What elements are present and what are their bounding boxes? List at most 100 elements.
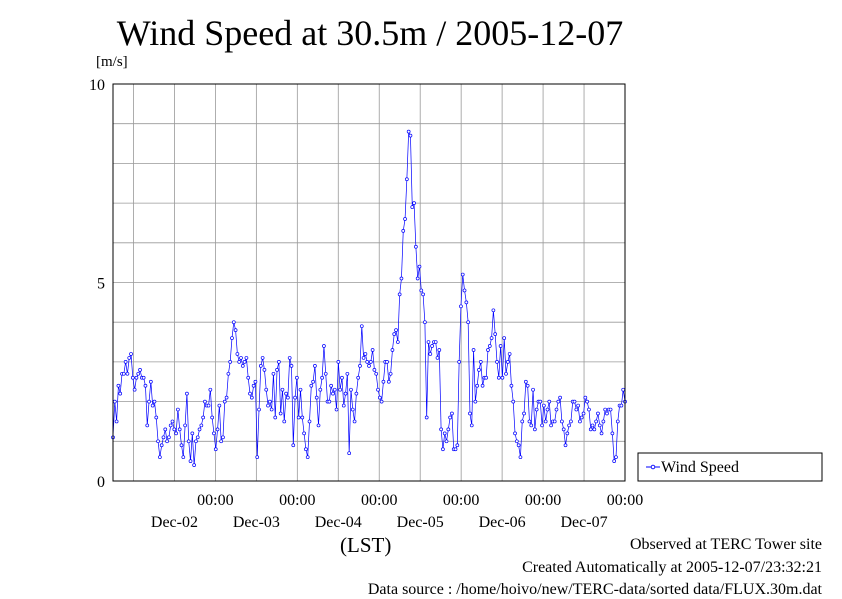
data-point xyxy=(221,435,225,440)
data-point xyxy=(188,459,193,463)
data-point xyxy=(459,304,463,309)
data-point xyxy=(377,395,382,400)
data-point xyxy=(603,407,608,412)
data-point xyxy=(610,431,615,436)
data-point xyxy=(529,423,534,428)
data-point xyxy=(159,443,164,448)
data-point xyxy=(408,133,413,138)
x-tick-time-label: 00:00 xyxy=(443,492,479,509)
data-point xyxy=(509,383,514,388)
data-point xyxy=(284,391,288,396)
footer-created-note: Created Automatically at 2005-12-07/23:3… xyxy=(522,559,822,576)
data-point xyxy=(228,360,233,364)
data-point xyxy=(219,439,224,444)
data-point xyxy=(253,379,258,384)
data-point xyxy=(334,407,339,412)
data-point xyxy=(248,391,252,396)
data-point xyxy=(368,360,373,364)
data-point xyxy=(457,360,461,364)
grid-lines xyxy=(113,84,625,481)
data-point xyxy=(358,364,362,368)
data-point xyxy=(549,423,553,428)
data-point xyxy=(257,407,261,412)
data-point xyxy=(150,403,155,408)
data-point xyxy=(264,387,269,392)
legend-box xyxy=(637,452,823,482)
data-point xyxy=(215,427,220,432)
data-point xyxy=(401,229,406,233)
data-point xyxy=(534,407,539,412)
data-point xyxy=(230,336,234,340)
data-point xyxy=(161,435,166,440)
x-axis-label: (LST) xyxy=(340,533,392,557)
data-point xyxy=(513,431,517,436)
x-tick-date-label: Dec-03 xyxy=(233,514,280,531)
footer-site-note: Observed at TERC Tower site xyxy=(629,536,822,553)
data-point xyxy=(269,407,274,412)
data-point xyxy=(415,276,420,281)
data-point xyxy=(450,411,454,416)
data-point xyxy=(240,364,245,368)
data-point xyxy=(421,292,425,297)
data-point xyxy=(163,427,168,432)
data-point xyxy=(152,399,157,404)
data-point xyxy=(469,423,474,428)
data-point xyxy=(444,439,449,444)
data-point xyxy=(354,391,359,396)
data-point xyxy=(185,391,189,396)
x-tick-time-label: 00:00 xyxy=(197,492,233,509)
data-point xyxy=(116,383,121,388)
data-point xyxy=(176,407,180,412)
data-point xyxy=(471,348,476,352)
data-point xyxy=(302,431,306,436)
data-point xyxy=(296,415,301,420)
data-point xyxy=(291,443,296,448)
data-point xyxy=(286,395,290,400)
data-point xyxy=(597,423,602,428)
data-point xyxy=(298,387,303,392)
data-point xyxy=(262,367,267,372)
data-point xyxy=(118,391,123,396)
data-point xyxy=(540,423,544,428)
data-point xyxy=(523,379,528,384)
data-point xyxy=(203,399,207,404)
data-point xyxy=(277,360,281,364)
data-point xyxy=(260,356,265,360)
data-point xyxy=(255,455,260,460)
data-point xyxy=(489,336,494,340)
data-point xyxy=(480,383,485,388)
data-point xyxy=(417,264,422,269)
data-point xyxy=(352,419,357,424)
data-point xyxy=(569,419,573,424)
data-point xyxy=(430,344,434,348)
data-point xyxy=(177,427,182,432)
data-point xyxy=(441,447,445,452)
data-point xyxy=(130,375,135,380)
y-tick-label: 5 xyxy=(97,276,105,293)
x-tick-date-label: Dec-05 xyxy=(397,514,444,531)
data-point xyxy=(231,320,236,325)
data-point xyxy=(514,439,519,444)
data-point xyxy=(592,427,597,432)
data-point xyxy=(174,431,178,436)
data-point xyxy=(320,375,324,380)
data-point xyxy=(477,367,481,372)
data-point xyxy=(381,379,386,384)
data-point xyxy=(311,379,315,384)
legend-marker-swatch xyxy=(650,464,656,470)
data-point xyxy=(405,177,409,182)
data-point xyxy=(208,387,213,392)
y-tick-label: 0 xyxy=(97,474,105,491)
data-point xyxy=(426,340,431,344)
data-point xyxy=(365,360,370,364)
data-point xyxy=(327,399,332,404)
data-point xyxy=(183,423,187,428)
data-point xyxy=(127,356,132,360)
data-point xyxy=(147,399,151,404)
x-tick-date-label: Dec-04 xyxy=(315,514,362,531)
data-point xyxy=(581,411,586,416)
data-point xyxy=(614,455,618,460)
data-point xyxy=(543,419,548,424)
data-point xyxy=(145,423,150,428)
data-point xyxy=(435,356,440,360)
